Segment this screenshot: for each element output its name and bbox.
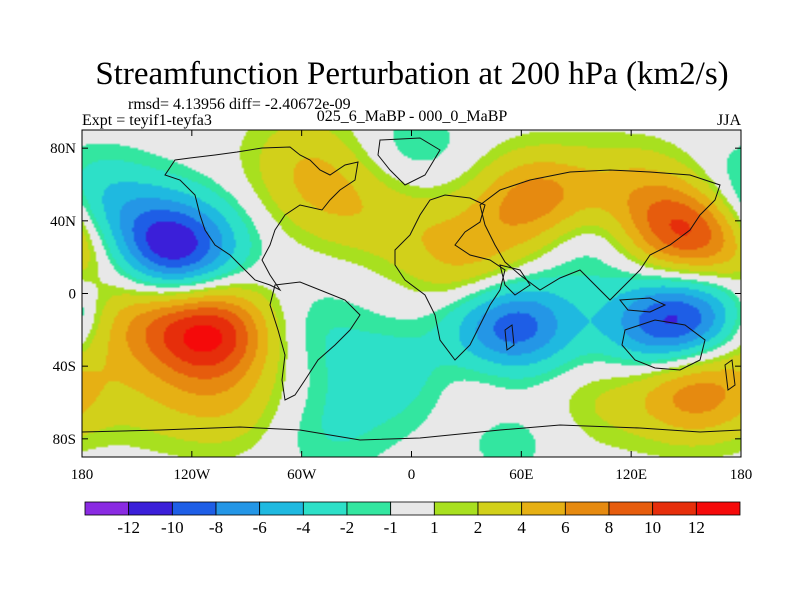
colorbar-swatch-14 xyxy=(695,501,741,516)
y-tick-label-3: 40S xyxy=(53,359,76,375)
x-tick-label-3: 0 xyxy=(408,467,416,483)
colorbar-label-6: -1 xyxy=(384,518,398,537)
x-axis: 180 120W 60W 0 60E 120E 180 xyxy=(71,130,753,483)
stats-label: rmsd= 4.13956 diff= -2.40672e-09 xyxy=(128,96,351,113)
colorbar-label-3: -6 xyxy=(253,518,267,537)
x-tick-label-4: 60E xyxy=(509,467,533,483)
colorbar-label-2: -8 xyxy=(209,518,223,537)
coastlines xyxy=(81,137,742,441)
x-tick-label-0: 180 xyxy=(71,467,94,483)
colorbar-swatch-8 xyxy=(433,501,479,516)
streamfunction-field xyxy=(82,130,741,457)
season-label: JJA xyxy=(717,112,741,129)
colorbar-swatch-6 xyxy=(346,501,392,516)
colorbar-label-1: -10 xyxy=(161,518,184,537)
chart-title: Streamfunction Perturbation at 200 hPa (… xyxy=(95,56,728,92)
y-tick-label-4: 80S xyxy=(53,432,76,448)
x-tick-label-6: 180 xyxy=(730,467,753,483)
comparison-label: 025_6_MaBP - 000_0_MaBP xyxy=(317,108,508,125)
colorbar-swatch-7 xyxy=(390,501,435,516)
colorbar-swatch-2 xyxy=(171,501,217,516)
experiment-label: Expt = teyif1-teyfa3 xyxy=(82,112,212,129)
colorbar-swatch-4 xyxy=(259,501,304,516)
colorbar-swatch-9 xyxy=(477,501,523,516)
x-tick-label-1: 120W xyxy=(173,467,211,483)
colorbar-swatch-10 xyxy=(521,501,566,516)
map-plot-area: 180 120W 60W 0 60E 120E 180 80N 40N 0 40S 80S xyxy=(50,129,753,483)
colorbar-label-13: 12 xyxy=(688,518,705,537)
x-tick-label-2: 60W xyxy=(287,467,317,483)
colorbar-label-10: 6 xyxy=(561,518,570,537)
colorbar-swatch-13 xyxy=(652,501,697,516)
colorbar-label-8: 2 xyxy=(474,518,483,537)
colorbar-swatch-5 xyxy=(302,501,348,516)
colorbar-label-12: 10 xyxy=(644,518,661,537)
y-tick-label-1: 40N xyxy=(50,214,76,230)
colorbar-label-7: 1 xyxy=(430,518,439,537)
colorbar-label-5: -2 xyxy=(340,518,354,537)
colorbar-label-0: -12 xyxy=(117,518,140,537)
colorbar-label-9: 4 xyxy=(517,518,526,537)
y-axis: 80N 40N 0 40S 80S xyxy=(50,141,741,448)
colorbar-swatch-12 xyxy=(608,501,654,516)
colorbar-swatch-0 xyxy=(84,501,130,516)
y-tick-label-0: 80N xyxy=(50,141,76,157)
colorbar-swatch-3 xyxy=(215,501,261,516)
y-tick-label-2: 0 xyxy=(69,287,77,303)
x-tick-label-5: 120E xyxy=(615,467,647,483)
colorbar: -12 -10 -8 -6 -4 -2 -1 1 2 4 6 8 10 12 xyxy=(84,501,741,537)
colorbar-label-11: 8 xyxy=(605,518,614,537)
colorbar-swatch-11 xyxy=(564,501,610,516)
colorbar-swatch-1 xyxy=(128,501,173,516)
colorbar-label-4: -4 xyxy=(296,518,311,537)
